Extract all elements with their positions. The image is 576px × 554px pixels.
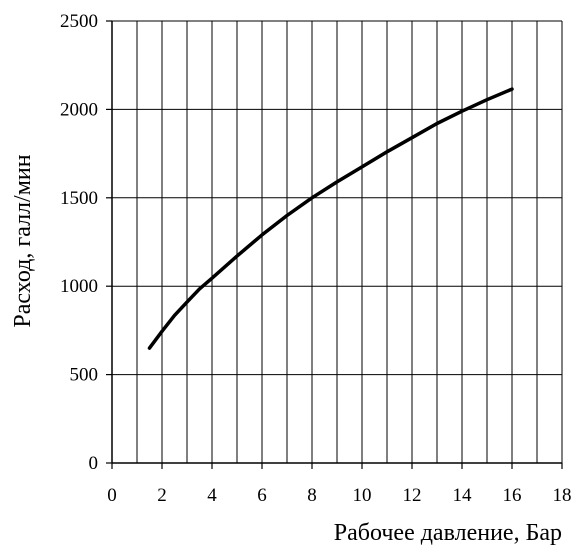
y-tick-labels: 0 500 1000 1500 2000 2500 — [60, 11, 98, 474]
x-tick-label: 0 — [107, 485, 117, 506]
x-tick-label: 18 — [553, 485, 572, 506]
data-series — [147, 87, 514, 350]
x-tick-label: 8 — [307, 485, 317, 506]
x-tick-labels: 0 2 4 6 8 10 12 14 16 18 — [107, 485, 571, 506]
y-tick-label: 1500 — [60, 188, 98, 209]
x-tick-label: 10 — [353, 485, 372, 506]
series-line — [147, 87, 514, 350]
x-tick-label: 6 — [257, 485, 267, 506]
y-axis-label: Расход, галл/мин — [10, 154, 36, 327]
x-tick-label: 2 — [157, 485, 167, 506]
axes — [106, 20, 563, 469]
x-tick-label: 14 — [453, 485, 473, 506]
y-tick-label: 0 — [89, 453, 99, 474]
y-tick-label: 500 — [70, 365, 99, 386]
y-tick-label: 2000 — [60, 99, 98, 120]
x-tick-label: 16 — [503, 485, 522, 506]
y-tick-label: 1000 — [60, 276, 98, 297]
x-tick-label: 4 — [207, 485, 217, 506]
x-axis-label: Рабочее давление, Бар — [334, 520, 562, 546]
x-tick-label: 12 — [403, 485, 422, 506]
y-tick-label: 2500 — [60, 11, 98, 32]
grid-lines — [112, 20, 563, 463]
